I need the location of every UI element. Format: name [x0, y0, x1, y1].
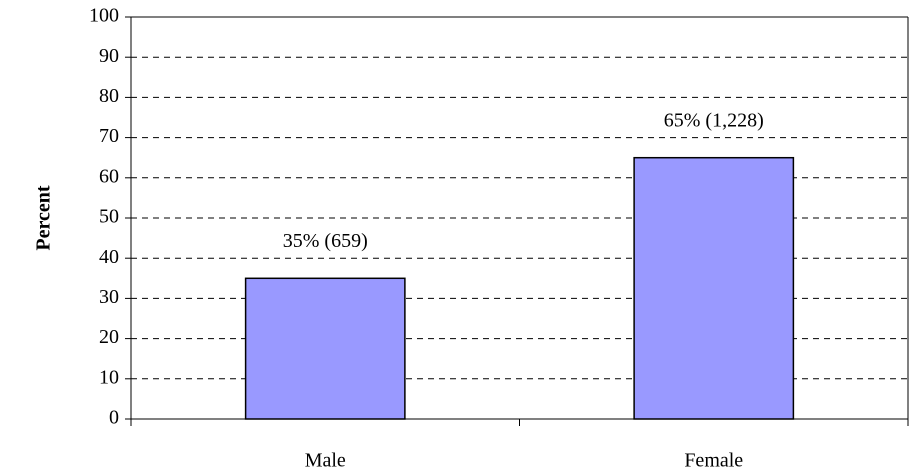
- y-tick-label: 50: [99, 206, 119, 228]
- data-label: 35% (659): [283, 230, 368, 252]
- y-tick-label: 60: [99, 165, 119, 187]
- y-tick-label: 90: [99, 45, 119, 67]
- y-tick-label: 20: [99, 326, 119, 348]
- x-tick-label: Male: [305, 450, 346, 472]
- y-axis-label: Percent: [33, 185, 55, 250]
- x-tick-label: Female: [684, 450, 743, 472]
- y-tick-label: 100: [89, 5, 119, 27]
- y-tick-label: 80: [99, 85, 119, 107]
- y-tick-label: 0: [109, 407, 119, 429]
- bar: [633, 156, 795, 420]
- y-tick-label: 70: [99, 125, 119, 147]
- y-tick-label: 10: [99, 366, 119, 388]
- bar: [244, 277, 406, 420]
- y-tick-label: 40: [99, 246, 119, 268]
- data-label: 65% (1,228): [664, 109, 764, 131]
- y-tick-label: 30: [99, 286, 119, 308]
